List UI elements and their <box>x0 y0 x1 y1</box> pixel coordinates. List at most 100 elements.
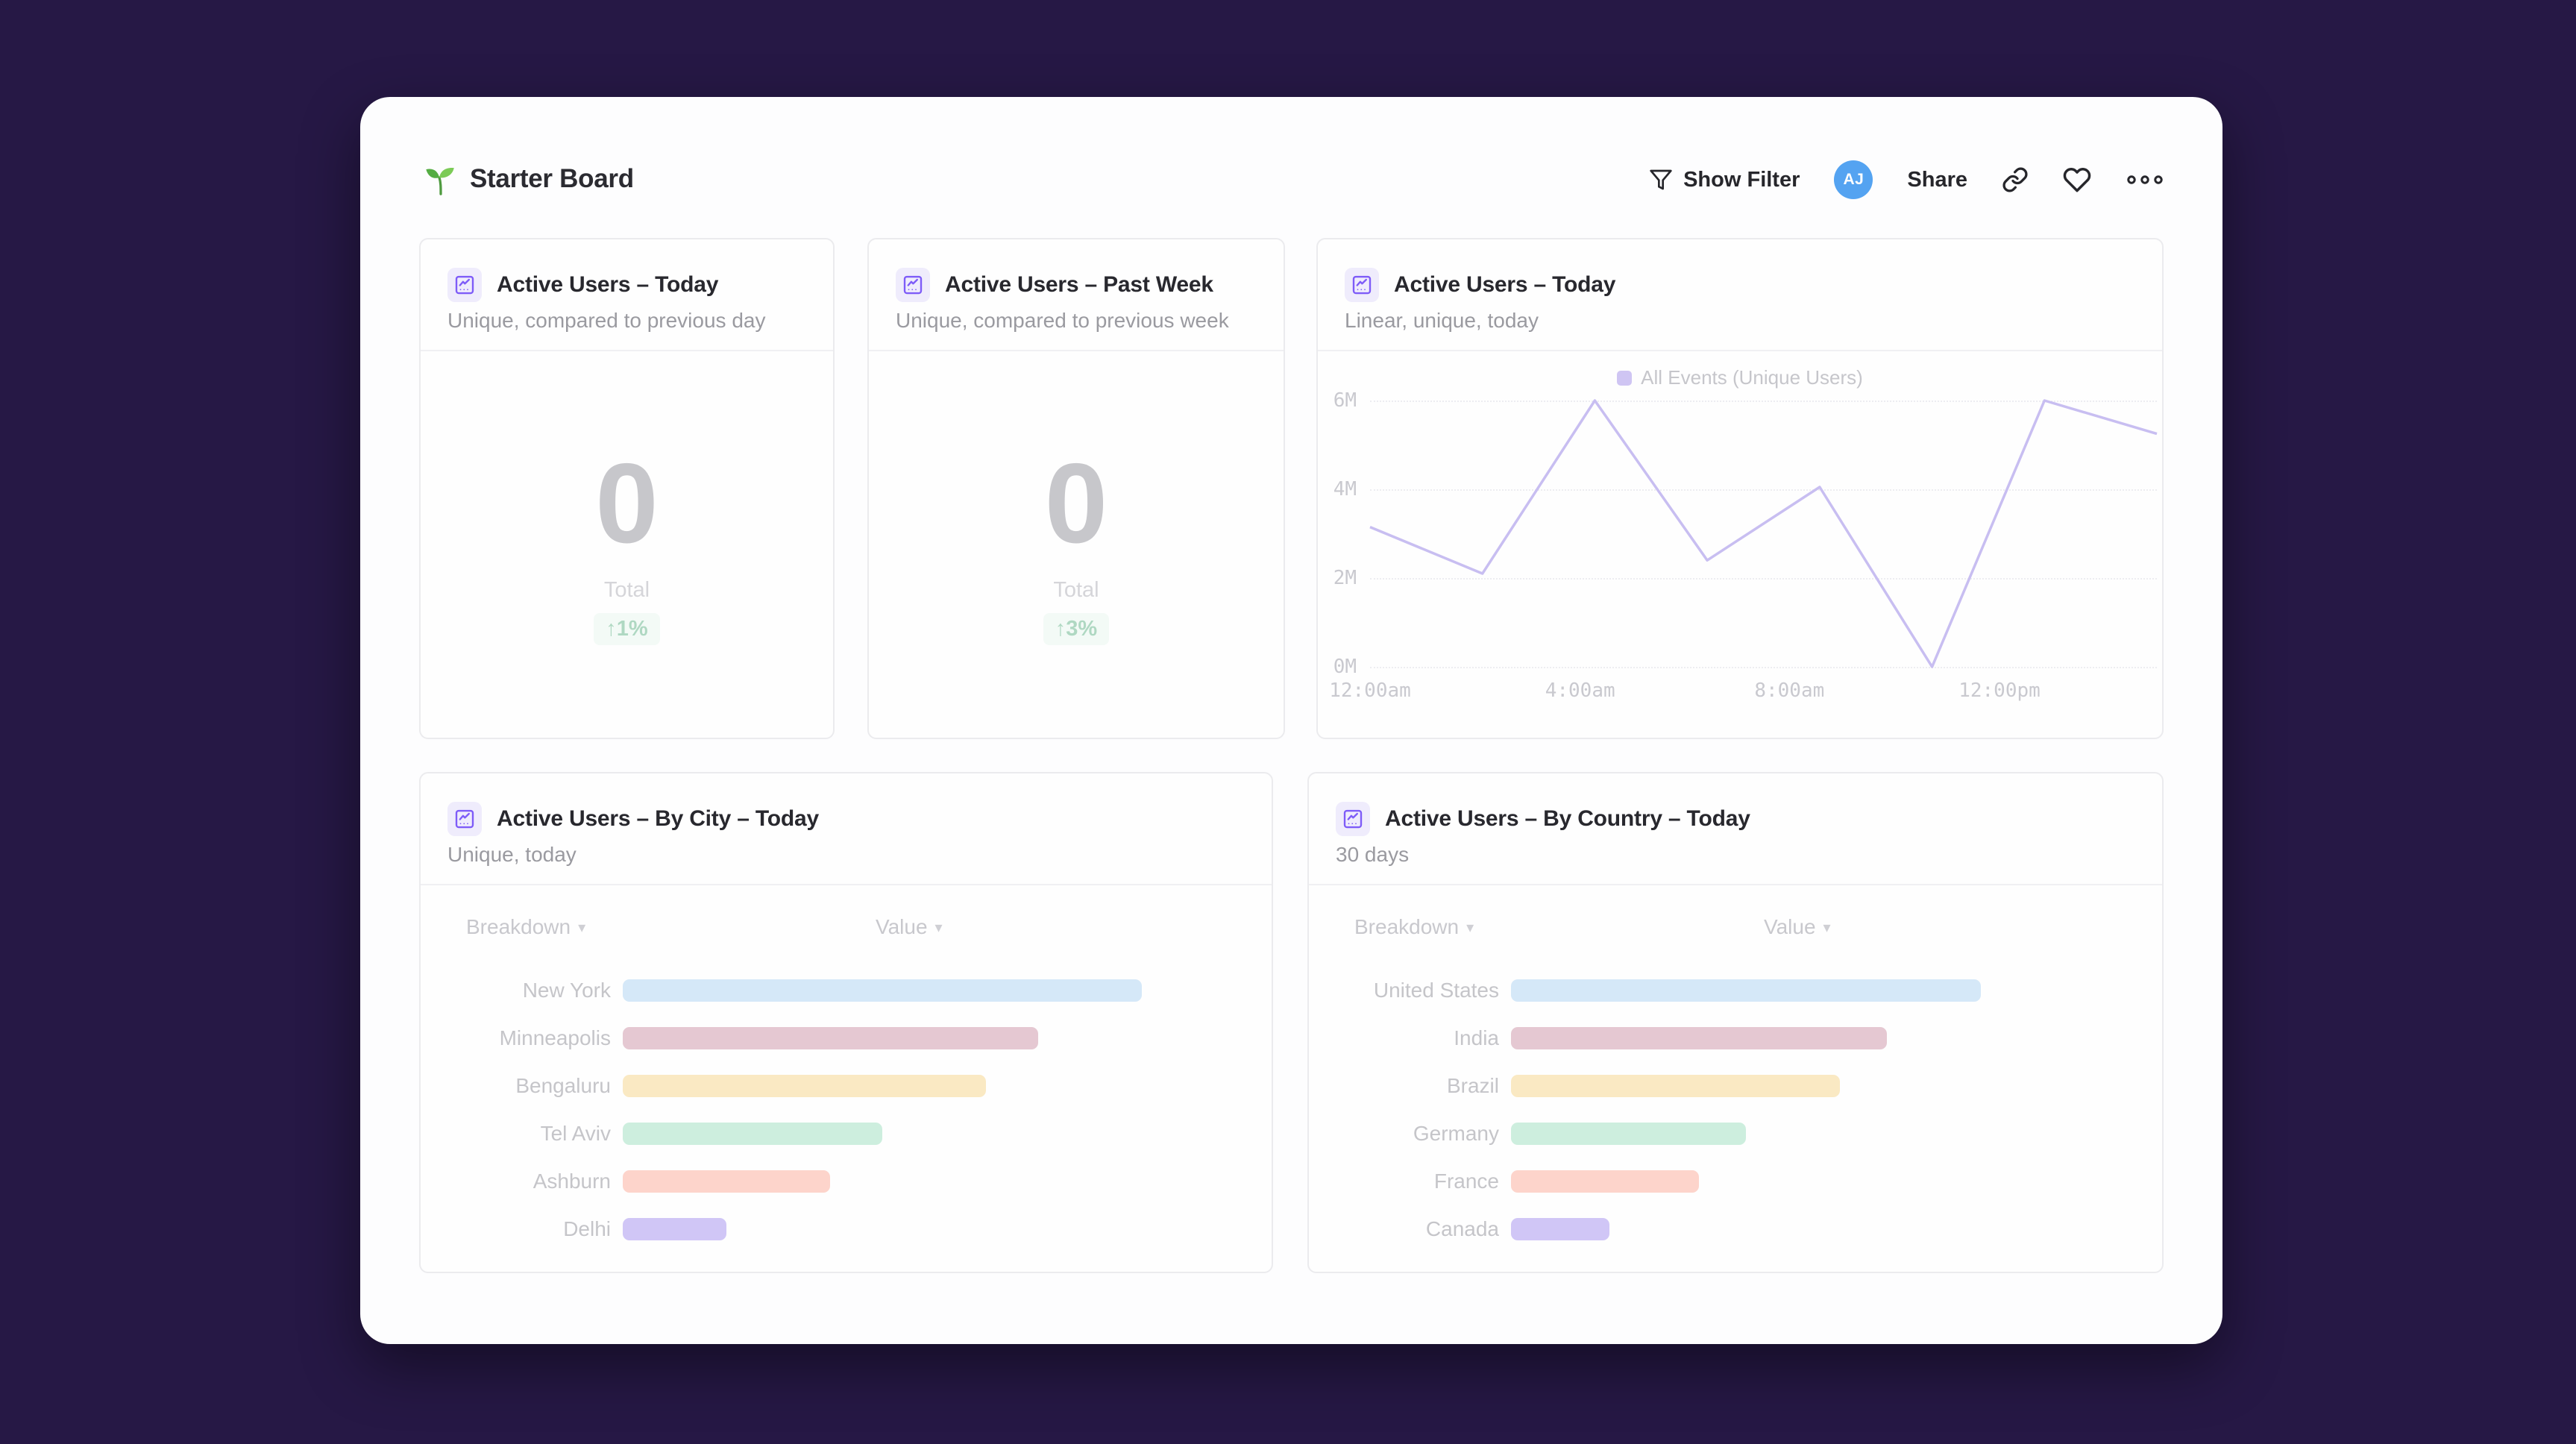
filter-icon <box>1649 168 1673 192</box>
breakdown-label: Germany <box>1413 1122 1499 1145</box>
avatar-initials: AJ <box>1843 171 1865 188</box>
value-bar[interactable] <box>623 1027 1038 1049</box>
breakdown-label: France <box>1433 1170 1499 1193</box>
value-bar[interactable] <box>1511 1218 1610 1240</box>
card-title[interactable]: Active Users – Today <box>1394 272 1616 297</box>
chart-icon <box>447 268 482 302</box>
table-row: Ashburn <box>421 1158 1272 1205</box>
card-active-users-by-country: Active Users – By Country – Today 30 day… <box>1307 772 2164 1273</box>
card-header: Active Users – Past Week Unique, compare… <box>869 239 1284 351</box>
chevron-down-icon: ▾ <box>578 919 586 936</box>
ellipsis-icon <box>2126 173 2164 186</box>
chart-line-series[interactable] <box>1369 399 2158 668</box>
breakdown-label: New York <box>522 979 611 1002</box>
table-row: Germany <box>1309 1110 2162 1158</box>
table-row: Bengaluru <box>421 1062 1272 1110</box>
breakdown-label: Ashburn <box>533 1170 611 1193</box>
chart-icon <box>896 268 930 302</box>
y-axis-tick: 6M <box>1333 389 1357 412</box>
card-subtitle: 30 days <box>1336 843 1410 866</box>
breakdown-column-header[interactable]: Breakdown ▾ <box>1354 915 1474 939</box>
y-axis-tick: 0M <box>1333 656 1357 678</box>
gridline <box>1370 667 2157 668</box>
value-bar[interactable] <box>623 1218 727 1240</box>
breakdown-label: India <box>1454 1026 1499 1049</box>
show-filter-button[interactable]: Show Filter <box>1649 168 1800 192</box>
chevron-down-icon: ▾ <box>934 919 943 936</box>
x-axis-tick: 12:00am <box>1329 679 1411 702</box>
value-column-label: Value <box>1764 915 1816 938</box>
kpi-total-label: Total <box>603 578 650 602</box>
breakdown-rows: New York Minneapolis Bengaluru Tel Aviv Ashb… <box>421 967 1272 1253</box>
breakdown-column-header[interactable]: Breakdown ▾ <box>466 915 585 939</box>
card-header: Active Users – Today Unique, compared to… <box>421 239 833 351</box>
chevron-down-icon: ▾ <box>1823 919 1831 936</box>
x-axis-tick: 12:00pm <box>1958 679 2041 702</box>
table-row: Delhi <box>421 1205 1272 1253</box>
breakdown-label: Minneapolis <box>499 1026 611 1049</box>
copy-link-button[interactable] <box>2002 166 2029 193</box>
card-subtitle: Unique, compared to previous day <box>447 309 766 332</box>
card-header: Active Users – By Country – Today 30 day… <box>1309 773 2162 885</box>
value-bar[interactable] <box>623 1170 831 1193</box>
breakdown-rows: United States India Brazil Germany France Can… <box>1309 967 2162 1253</box>
x-axis-tick: 8:00am <box>1754 679 1825 702</box>
card-active-users-past-week: Active Users – Past Week Unique, compare… <box>867 238 1285 739</box>
favorite-button[interactable] <box>2063 166 2091 194</box>
y-axis-tick: 2M <box>1333 567 1357 589</box>
card-title[interactable]: Active Users – Today <box>497 272 719 297</box>
card-active-users-line-chart: Active Users – Today Linear, unique, tod… <box>1316 238 2164 739</box>
share-label: Share <box>1907 167 1967 192</box>
gridline <box>1370 401 2157 402</box>
value-bar[interactable] <box>1511 1027 1887 1049</box>
value-bar[interactable] <box>1511 1123 1746 1145</box>
gridline <box>1370 489 2157 491</box>
chart-icon <box>1345 268 1379 302</box>
breakdown-label: United States <box>1373 979 1499 1002</box>
card-header: Active Users – Today Linear, unique, tod… <box>1318 239 2162 351</box>
kpi-value: 0 <box>1044 440 1108 567</box>
value-column-header[interactable]: Value ▾ <box>876 915 943 939</box>
card-header: Active Users – By City – Today Unique, t… <box>421 773 1272 885</box>
value-column-header[interactable]: Value ▾ <box>1764 915 1831 939</box>
table-row: New York <box>421 967 1272 1014</box>
card-active-users-by-city: Active Users – By City – Today Unique, t… <box>419 772 1273 1273</box>
kpi-value: 0 <box>595 440 659 567</box>
gridline <box>1370 578 2157 580</box>
chart-icon <box>1336 802 1370 836</box>
card-title[interactable]: Active Users – By Country – Today <box>1385 806 1750 831</box>
show-filter-label: Show Filter <box>1683 167 1800 192</box>
card-subtitle: Unique, today <box>447 843 577 866</box>
line-chart-plot[interactable]: 6M 4M 2M 0M 12:00am 4:00am 8:00am 12:00pm <box>1318 351 2162 739</box>
card-active-users-today: Active Users – Today Unique, compared to… <box>419 238 835 739</box>
value-bar[interactable] <box>623 1123 882 1145</box>
kpi-delta-badge: ↑1% <box>594 613 660 645</box>
card-title[interactable]: Active Users – Past Week <box>945 272 1213 297</box>
chevron-down-icon: ▾ <box>1466 919 1474 936</box>
page-title: Starter Board <box>424 157 634 201</box>
value-bar[interactable] <box>1511 979 1981 1002</box>
breakdown-column-label: Breakdown <box>466 915 571 938</box>
card-title[interactable]: Active Users – By City – Today <box>497 806 819 831</box>
heart-icon <box>2063 166 2091 194</box>
value-bar[interactable] <box>1511 1170 1699 1193</box>
kpi-delta-badge: ↑3% <box>1043 613 1110 645</box>
table-row: United States <box>1309 967 2162 1014</box>
breakdown-label: Delhi <box>563 1217 611 1240</box>
table-row: Canada <box>1309 1205 2162 1253</box>
header-controls: Show Filter AJ Share <box>1649 160 2164 200</box>
avatar[interactable]: AJ <box>1834 160 1873 199</box>
more-options-button[interactable] <box>2126 173 2164 186</box>
value-bar[interactable] <box>1511 1075 1840 1097</box>
share-button[interactable]: Share <box>1907 168 1967 192</box>
value-bar[interactable] <box>623 1075 987 1097</box>
y-axis-tick: 4M <box>1333 478 1357 500</box>
legend-label: All Events (Unique Users) <box>1641 366 1863 389</box>
table-row: India <box>1309 1014 2162 1062</box>
legend-swatch <box>1617 370 1633 386</box>
chart-legend: All Events (Unique Users) <box>1318 366 2162 389</box>
table-row: France <box>1309 1158 2162 1205</box>
value-bar[interactable] <box>623 979 1142 1002</box>
table-row: Brazil <box>1309 1062 2162 1110</box>
breakdown-label: Tel Aviv <box>540 1122 611 1145</box>
